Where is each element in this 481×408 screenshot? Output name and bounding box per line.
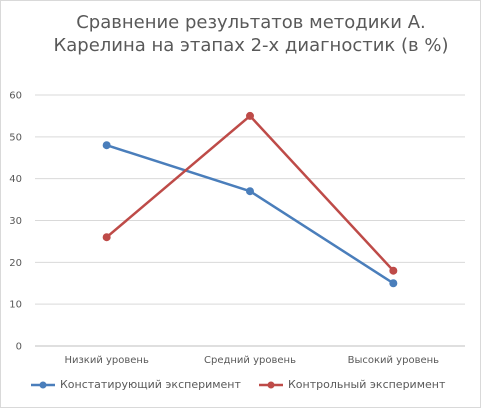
data-point <box>246 187 254 196</box>
y-tick-label: 60 <box>9 91 22 102</box>
y-tick-label: 0 <box>16 342 22 353</box>
data-point <box>389 266 398 275</box>
legend-marker-constating <box>31 381 55 389</box>
data-point <box>389 279 398 288</box>
y-tick-label: 10 <box>9 300 22 311</box>
legend-marker-control <box>259 381 283 389</box>
chart-legend: Констатирующий эксперимент Контрольный э… <box>0 375 481 395</box>
data-point <box>102 141 111 150</box>
y-tick-label: 50 <box>9 132 22 143</box>
y-tick-label: 20 <box>9 258 22 269</box>
x-tick-label: Низкий уровень <box>64 355 149 366</box>
legend-label-control: Контрольный эксперимент <box>288 378 446 391</box>
chart-title: Сравнение результатов методики А. Карели… <box>53 12 449 56</box>
data-point <box>246 111 254 120</box>
y-tick-label: 30 <box>9 216 22 227</box>
x-tick-label: Средний уровень <box>204 355 296 366</box>
x-tick-label: Высокий уровень <box>348 355 440 366</box>
y-tick-label: 40 <box>9 174 22 185</box>
data-point <box>102 233 111 242</box>
legend-label-constating: Констатирующий эксперимент <box>60 378 241 391</box>
